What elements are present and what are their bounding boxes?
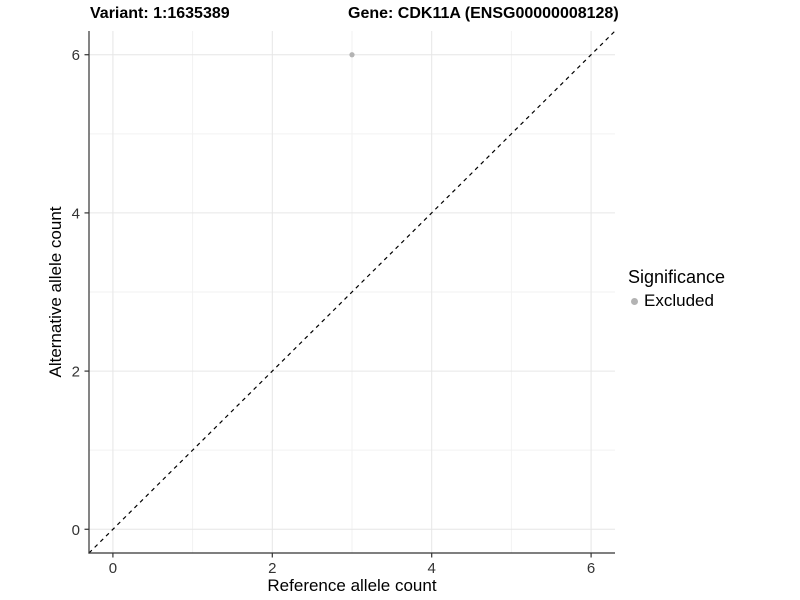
x-tick-label: 0	[109, 560, 117, 577]
x-tick-label: 4	[428, 560, 436, 577]
y-axis-label: Alternative allele count	[46, 206, 65, 378]
legend-item-excluded: Excluded	[628, 291, 725, 311]
y-tick-label: 2	[72, 364, 80, 381]
legend-title: Significance	[628, 267, 726, 287]
y-tick-label: 6	[72, 47, 80, 64]
y-tick-label: 4	[72, 205, 80, 222]
legend: Significance Excluded	[628, 267, 725, 311]
x-axis-label: Reference allele count	[267, 576, 437, 595]
y-tick-label: 0	[72, 522, 80, 539]
legend-point-icon	[631, 297, 638, 305]
x-tick-label: 6	[587, 560, 595, 577]
legend-item-label: Excluded	[644, 291, 714, 310]
gene-title: Gene: CDK11A (ENSG00000008128)	[348, 5, 619, 22]
variant-title: Variant: 1:1635389	[90, 5, 230, 22]
x-tick-label: 2	[268, 560, 276, 577]
identity-reference-line	[88, 30, 616, 554]
data-point	[349, 52, 355, 58]
